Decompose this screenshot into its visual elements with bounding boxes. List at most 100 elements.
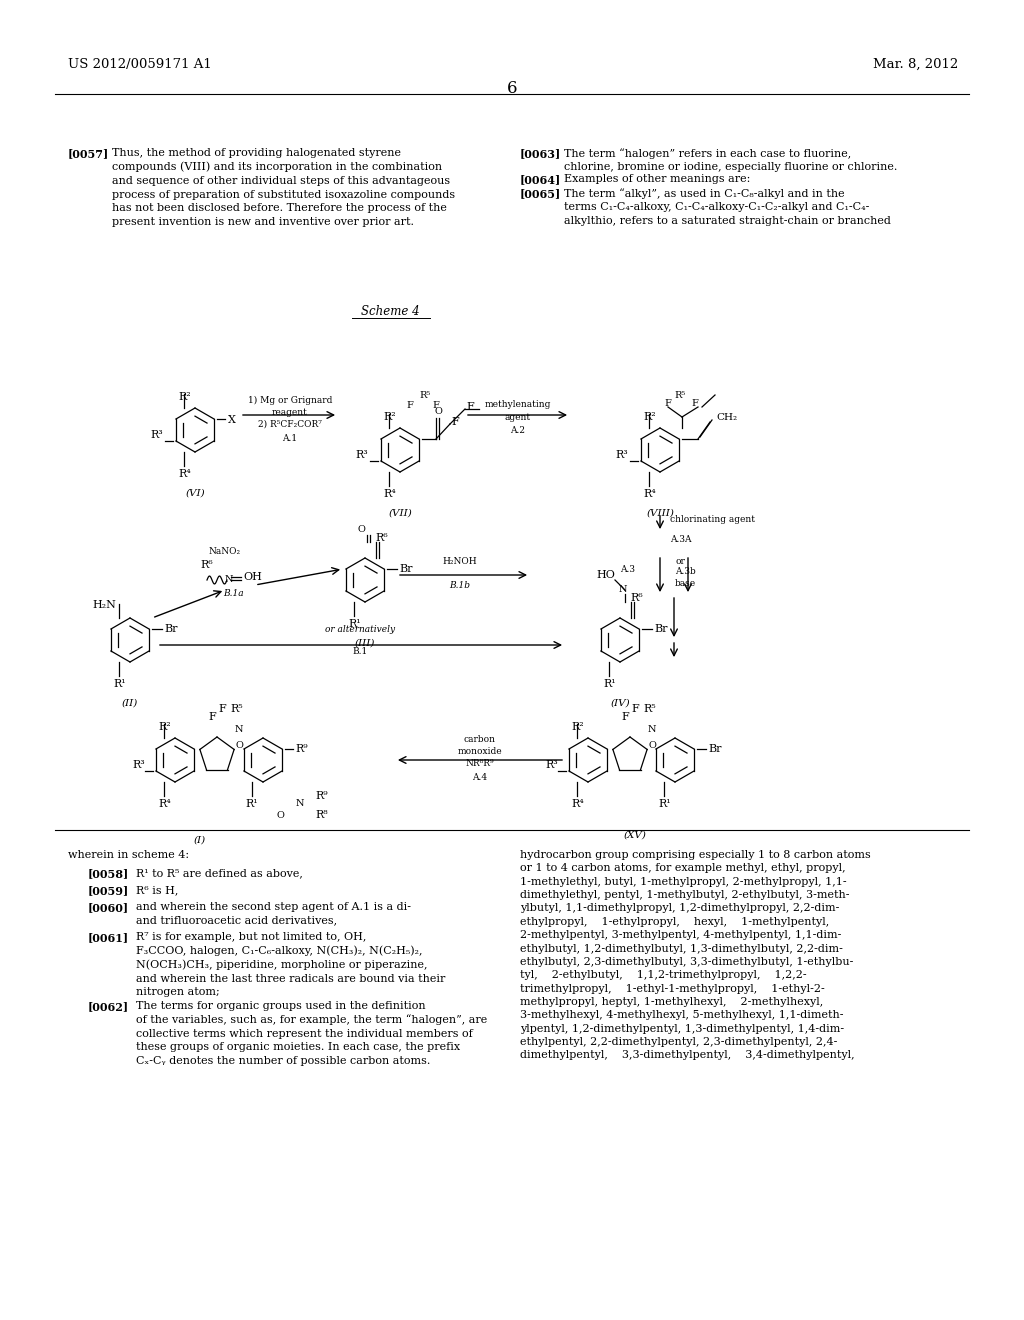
Text: R¹: R¹ <box>604 678 616 689</box>
Text: X: X <box>228 414 236 425</box>
Text: N: N <box>648 726 656 734</box>
Text: R¹: R¹ <box>114 678 126 689</box>
Text: F: F <box>407 400 414 409</box>
Text: or: or <box>675 557 685 566</box>
Text: R⁹: R⁹ <box>295 744 307 754</box>
Text: B.1b: B.1b <box>450 581 470 590</box>
Text: F: F <box>665 399 672 408</box>
Text: OH: OH <box>243 572 262 582</box>
Text: R⁵: R⁵ <box>230 704 244 714</box>
Text: O: O <box>648 741 656 750</box>
Text: HO: HO <box>597 570 615 579</box>
Text: (I): (I) <box>194 836 206 845</box>
Text: R⁴: R⁴ <box>159 799 171 809</box>
Text: F: F <box>432 400 439 409</box>
Text: R²: R² <box>384 412 396 422</box>
Text: R³: R³ <box>355 450 368 459</box>
Text: (VII): (VII) <box>388 508 412 517</box>
Text: N: N <box>234 726 244 734</box>
Text: base: base <box>675 578 696 587</box>
Text: F: F <box>208 711 216 722</box>
Text: O: O <box>276 810 284 820</box>
Text: [0057]: [0057] <box>68 148 110 158</box>
Text: Br: Br <box>399 564 413 574</box>
Text: R⁵: R⁵ <box>675 391 686 400</box>
Text: 2) R⁵CF₂COR⁷: 2) R⁵CF₂COR⁷ <box>258 420 322 429</box>
Text: F: F <box>691 399 698 408</box>
Text: O: O <box>434 408 442 417</box>
Text: R¹ to R⁵ are defined as above,: R¹ to R⁵ are defined as above, <box>136 869 303 878</box>
Text: [0064]: [0064] <box>520 174 561 185</box>
Text: R³: R³ <box>151 430 163 440</box>
Text: (IV): (IV) <box>610 698 630 708</box>
Text: wherein in scheme 4:: wherein in scheme 4: <box>68 850 189 861</box>
Text: R⁶: R⁶ <box>375 533 388 543</box>
Text: [0065]: [0065] <box>520 187 561 199</box>
Text: (III): (III) <box>354 639 375 648</box>
Text: Examples of other meanings are:: Examples of other meanings are: <box>564 174 751 183</box>
Text: R¹: R¹ <box>246 799 258 809</box>
Text: A.3: A.3 <box>620 565 635 574</box>
Text: R⁴: R⁴ <box>384 488 396 499</box>
Text: F: F <box>452 417 459 426</box>
Text: R³: R³ <box>132 760 145 770</box>
Text: monoxide: monoxide <box>458 747 503 756</box>
Text: [0061]: [0061] <box>88 932 129 942</box>
Text: (XV): (XV) <box>624 830 646 840</box>
Text: R⁷ is for example, but not limited to, OH,
F₃CCOO, halogen, C₁-C₆-alkoxy, N(CH₃): R⁷ is for example, but not limited to, O… <box>136 932 445 997</box>
Text: R²: R² <box>644 412 656 422</box>
Text: or alternatively: or alternatively <box>325 626 395 635</box>
Text: R¹: R¹ <box>349 619 361 630</box>
Text: Br: Br <box>708 744 722 754</box>
Text: Thus, the method of providing halogenated styrene
compounds (VIII) and its incor: Thus, the method of providing halogenate… <box>112 148 455 227</box>
Text: A.3A: A.3A <box>670 536 691 544</box>
Text: A.4: A.4 <box>472 774 487 783</box>
Text: R⁶: R⁶ <box>630 593 643 603</box>
Text: and wherein the second step agent of A.1 is a di-
and trifluoroacetic acid deriv: and wherein the second step agent of A.1… <box>136 902 411 925</box>
Text: R³: R³ <box>615 450 628 459</box>
Text: [0058]: [0058] <box>88 869 129 879</box>
Text: R⁶: R⁶ <box>201 560 213 570</box>
Text: H₂NOH: H₂NOH <box>442 557 477 566</box>
Text: R¹: R¹ <box>658 799 672 809</box>
Text: Mar. 8, 2012: Mar. 8, 2012 <box>872 58 958 71</box>
Text: The term “alkyl”, as used in C₁-C₈-alkyl and in the
terms C₁-C₄-alkoxy, C₁-C₄-al: The term “alkyl”, as used in C₁-C₈-alkyl… <box>564 187 891 226</box>
Text: R⁸: R⁸ <box>315 810 328 820</box>
Text: methylenating: methylenating <box>484 400 551 409</box>
Text: CH₂: CH₂ <box>716 412 737 421</box>
Text: A.1: A.1 <box>283 434 298 444</box>
Text: F: F <box>466 403 474 412</box>
Text: [0063]: [0063] <box>520 148 561 158</box>
Text: R⁵: R⁵ <box>420 391 431 400</box>
Text: A.3b: A.3b <box>675 568 695 577</box>
Text: R⁶ is H,: R⁶ is H, <box>136 884 178 895</box>
Text: NR⁸R⁹: NR⁸R⁹ <box>466 759 495 768</box>
Text: F: F <box>622 711 629 722</box>
Text: (II): (II) <box>122 698 138 708</box>
Text: Br: Br <box>654 624 668 634</box>
Text: Br: Br <box>164 624 177 634</box>
Text: B.1: B.1 <box>352 648 368 656</box>
Text: N: N <box>296 800 304 808</box>
Text: [0059]: [0059] <box>88 884 129 896</box>
Text: R⁴: R⁴ <box>571 799 585 809</box>
Text: chlorinating agent: chlorinating agent <box>670 516 755 524</box>
Text: R²: R² <box>159 722 171 733</box>
Text: R⁹: R⁹ <box>315 791 328 801</box>
Text: N: N <box>224 576 233 585</box>
Text: R³: R³ <box>545 760 558 770</box>
Text: R⁵: R⁵ <box>644 704 656 714</box>
Text: N: N <box>618 586 628 594</box>
Text: US 2012/0059171 A1: US 2012/0059171 A1 <box>68 58 212 71</box>
Text: 1) Mg or Grignard: 1) Mg or Grignard <box>248 396 332 405</box>
Text: 6: 6 <box>507 81 517 96</box>
Text: F: F <box>218 704 226 714</box>
Text: F: F <box>631 704 639 714</box>
Text: (VIII): (VIII) <box>646 508 674 517</box>
Text: Scheme 4: Scheme 4 <box>360 305 419 318</box>
Text: O: O <box>236 741 243 750</box>
Text: O: O <box>357 525 365 535</box>
Text: H₂N: H₂N <box>92 601 116 610</box>
Text: [0060]: [0060] <box>88 902 129 913</box>
Text: B.1a: B.1a <box>222 590 244 598</box>
